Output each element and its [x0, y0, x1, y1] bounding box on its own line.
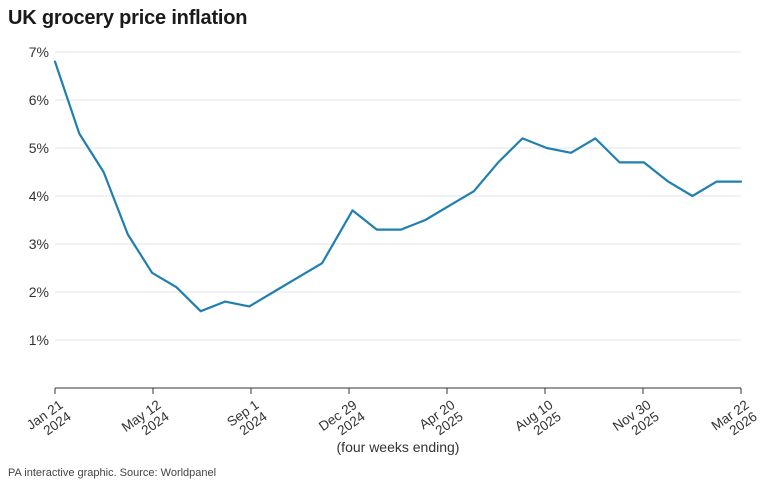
x-tick-label: May 122024	[119, 397, 172, 447]
x-tick-label: Mar 222026	[709, 397, 760, 445]
x-tick-label: Nov 302025	[610, 397, 662, 445]
source-note: PA interactive graphic. Source: Worldpan…	[8, 467, 217, 479]
x-tick-label: Sep 12024	[224, 397, 270, 441]
series-line	[53, 60, 743, 313]
y-tick-label: 3%	[29, 236, 49, 252]
y-tick-label: 2%	[29, 284, 49, 300]
x-tick-label: Apr 202025	[416, 397, 465, 444]
x-tick-label: Jan 212024	[24, 397, 74, 444]
y-tick-label: 1%	[29, 332, 49, 348]
y-tick-label: 4%	[29, 188, 49, 204]
y-tick-label: 5%	[29, 140, 49, 156]
x-tick-label: Aug 102025	[512, 397, 564, 445]
y-tick-label: 7%	[29, 44, 49, 60]
x-axis-label: (four weeks ending)	[337, 439, 460, 455]
chart-title: UK grocery price inflation	[8, 7, 248, 29]
y-tick-label: 6%	[29, 92, 49, 108]
